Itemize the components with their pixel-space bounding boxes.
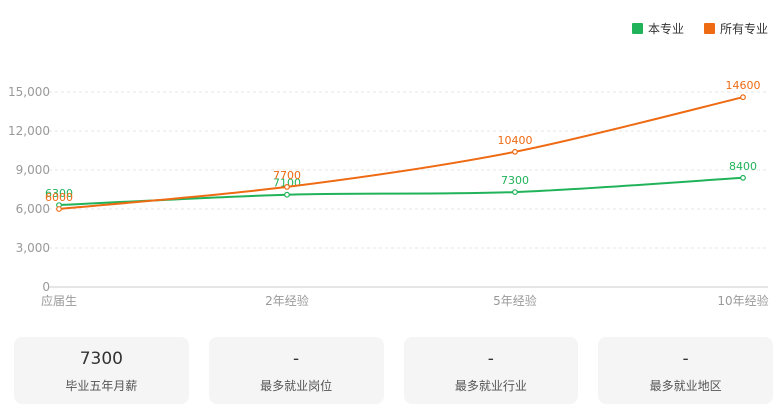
stat-card-industry: - 最多就业行业 — [403, 337, 579, 404]
y-tick-label: 12,000 — [8, 124, 50, 138]
stats-cards: 7300 毕业五年月薪 - 最多就业岗位 - 最多就业行业 - 最多就业地区 — [14, 337, 773, 404]
x-tick-label: 应届生 — [41, 293, 77, 308]
stat-card-region: - 最多就业地区 — [598, 337, 773, 404]
x-tick-label: 10年经验 — [717, 293, 768, 308]
data-label-series-0: 7300 — [501, 174, 529, 187]
stat-card-position: - 最多就业岗位 — [208, 337, 384, 404]
data-label-series-0: 6300 — [45, 187, 73, 200]
legend-label-series-1: 所有专业 — [719, 22, 768, 36]
stat-label-industry: 最多就业行业 — [454, 378, 527, 393]
stat-label-position: 最多就业岗位 — [260, 378, 333, 393]
stat-label-salary: 毕业五年月薪 — [65, 378, 138, 393]
data-label-series-1: 7700 — [273, 169, 301, 182]
data-label-series-1: 10400 — [498, 134, 533, 147]
legend-label-series-0: 本专业 — [647, 22, 684, 36]
legend-item-series-0[interactable]: 本专业 — [631, 20, 684, 37]
data-point-series-1 — [512, 148, 518, 155]
x-tick-label: 2年经验 — [265, 293, 309, 308]
y-tick-label: 0 — [42, 280, 50, 294]
data-point-series-0 — [740, 174, 746, 181]
y-tick-label: 6,000 — [16, 202, 50, 216]
data-point-series-1 — [56, 206, 62, 212]
salary-line-chart: 0 3,000 6,000 9,000 12,000 15,000 应届生 2年经验 5年经验 1… — [8, 79, 769, 308]
data-label-series-1: 14600 — [726, 79, 761, 92]
stat-card-salary: 7300 毕业五年月薪 — [14, 337, 189, 404]
legend-swatch-series-1 — [703, 23, 715, 34]
stat-label-region: 最多就业地区 — [649, 378, 722, 393]
series-line-0 — [58, 176, 744, 207]
legend-swatch-series-0 — [631, 23, 643, 34]
stat-value-salary: 7300 — [79, 348, 123, 369]
data-point-series-0 — [284, 191, 290, 198]
stat-value-position: - — [293, 348, 300, 369]
data-point-series-1 — [284, 183, 290, 190]
data-label-series-1: 6000 — [45, 191, 73, 204]
series-line-1 — [58, 96, 744, 210]
y-tick-label: 15,000 — [8, 85, 50, 99]
stat-value-industry: - — [487, 348, 494, 369]
y-tick-label: 9,000 — [16, 163, 50, 177]
data-point-series-1 — [740, 94, 746, 101]
stat-value-region: - — [682, 348, 689, 369]
x-tick-label: 5年经验 — [493, 293, 537, 308]
legend-item-series-1[interactable]: 所有专业 — [703, 20, 768, 37]
chart-legend: 本专业 所有专业 — [631, 20, 768, 37]
data-label-series-0: 8400 — [729, 160, 757, 173]
data-point-series-0 — [512, 189, 518, 196]
y-tick-label: 3,000 — [16, 241, 50, 255]
